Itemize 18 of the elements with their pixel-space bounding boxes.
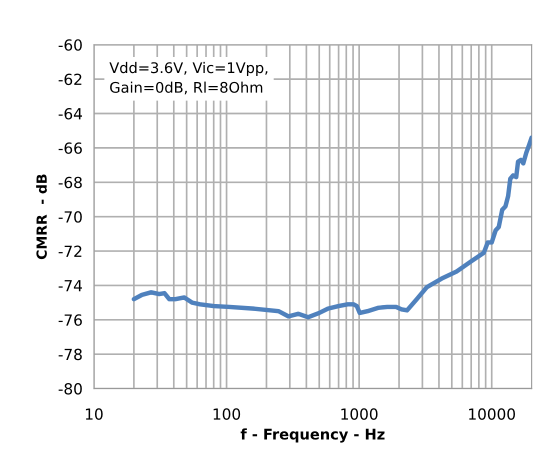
y-tick-label: -80 [58,383,82,395]
y-tick-label: -72 [58,246,82,257]
x-axis-title: f - Frequency - Hz [240,428,385,443]
y-tick-label: -74 [58,280,82,292]
y-tick-label: -68 [58,176,82,188]
y-axis-title: CMRR - dB [36,174,47,260]
x-tick-label: 10 [86,408,103,420]
y-tick-label: -60 [58,39,82,51]
y-tick-label: -78 [58,348,82,360]
y-tick-label: -70 [58,211,82,223]
x-tick-label: 1000 [341,408,378,420]
y-tick-label: -66 [58,142,82,154]
annotation: Vdd=3.6V, Vic=1Vpp, Gain=0dB, Rl=8Ohm [109,62,268,94]
y-tick-label: -64 [58,108,82,120]
y-tick-label: -62 [58,74,82,86]
x-tick-label: 10000 [469,408,516,420]
x-tick-label: 100 [214,408,240,420]
y-tick-label: -76 [58,314,82,326]
